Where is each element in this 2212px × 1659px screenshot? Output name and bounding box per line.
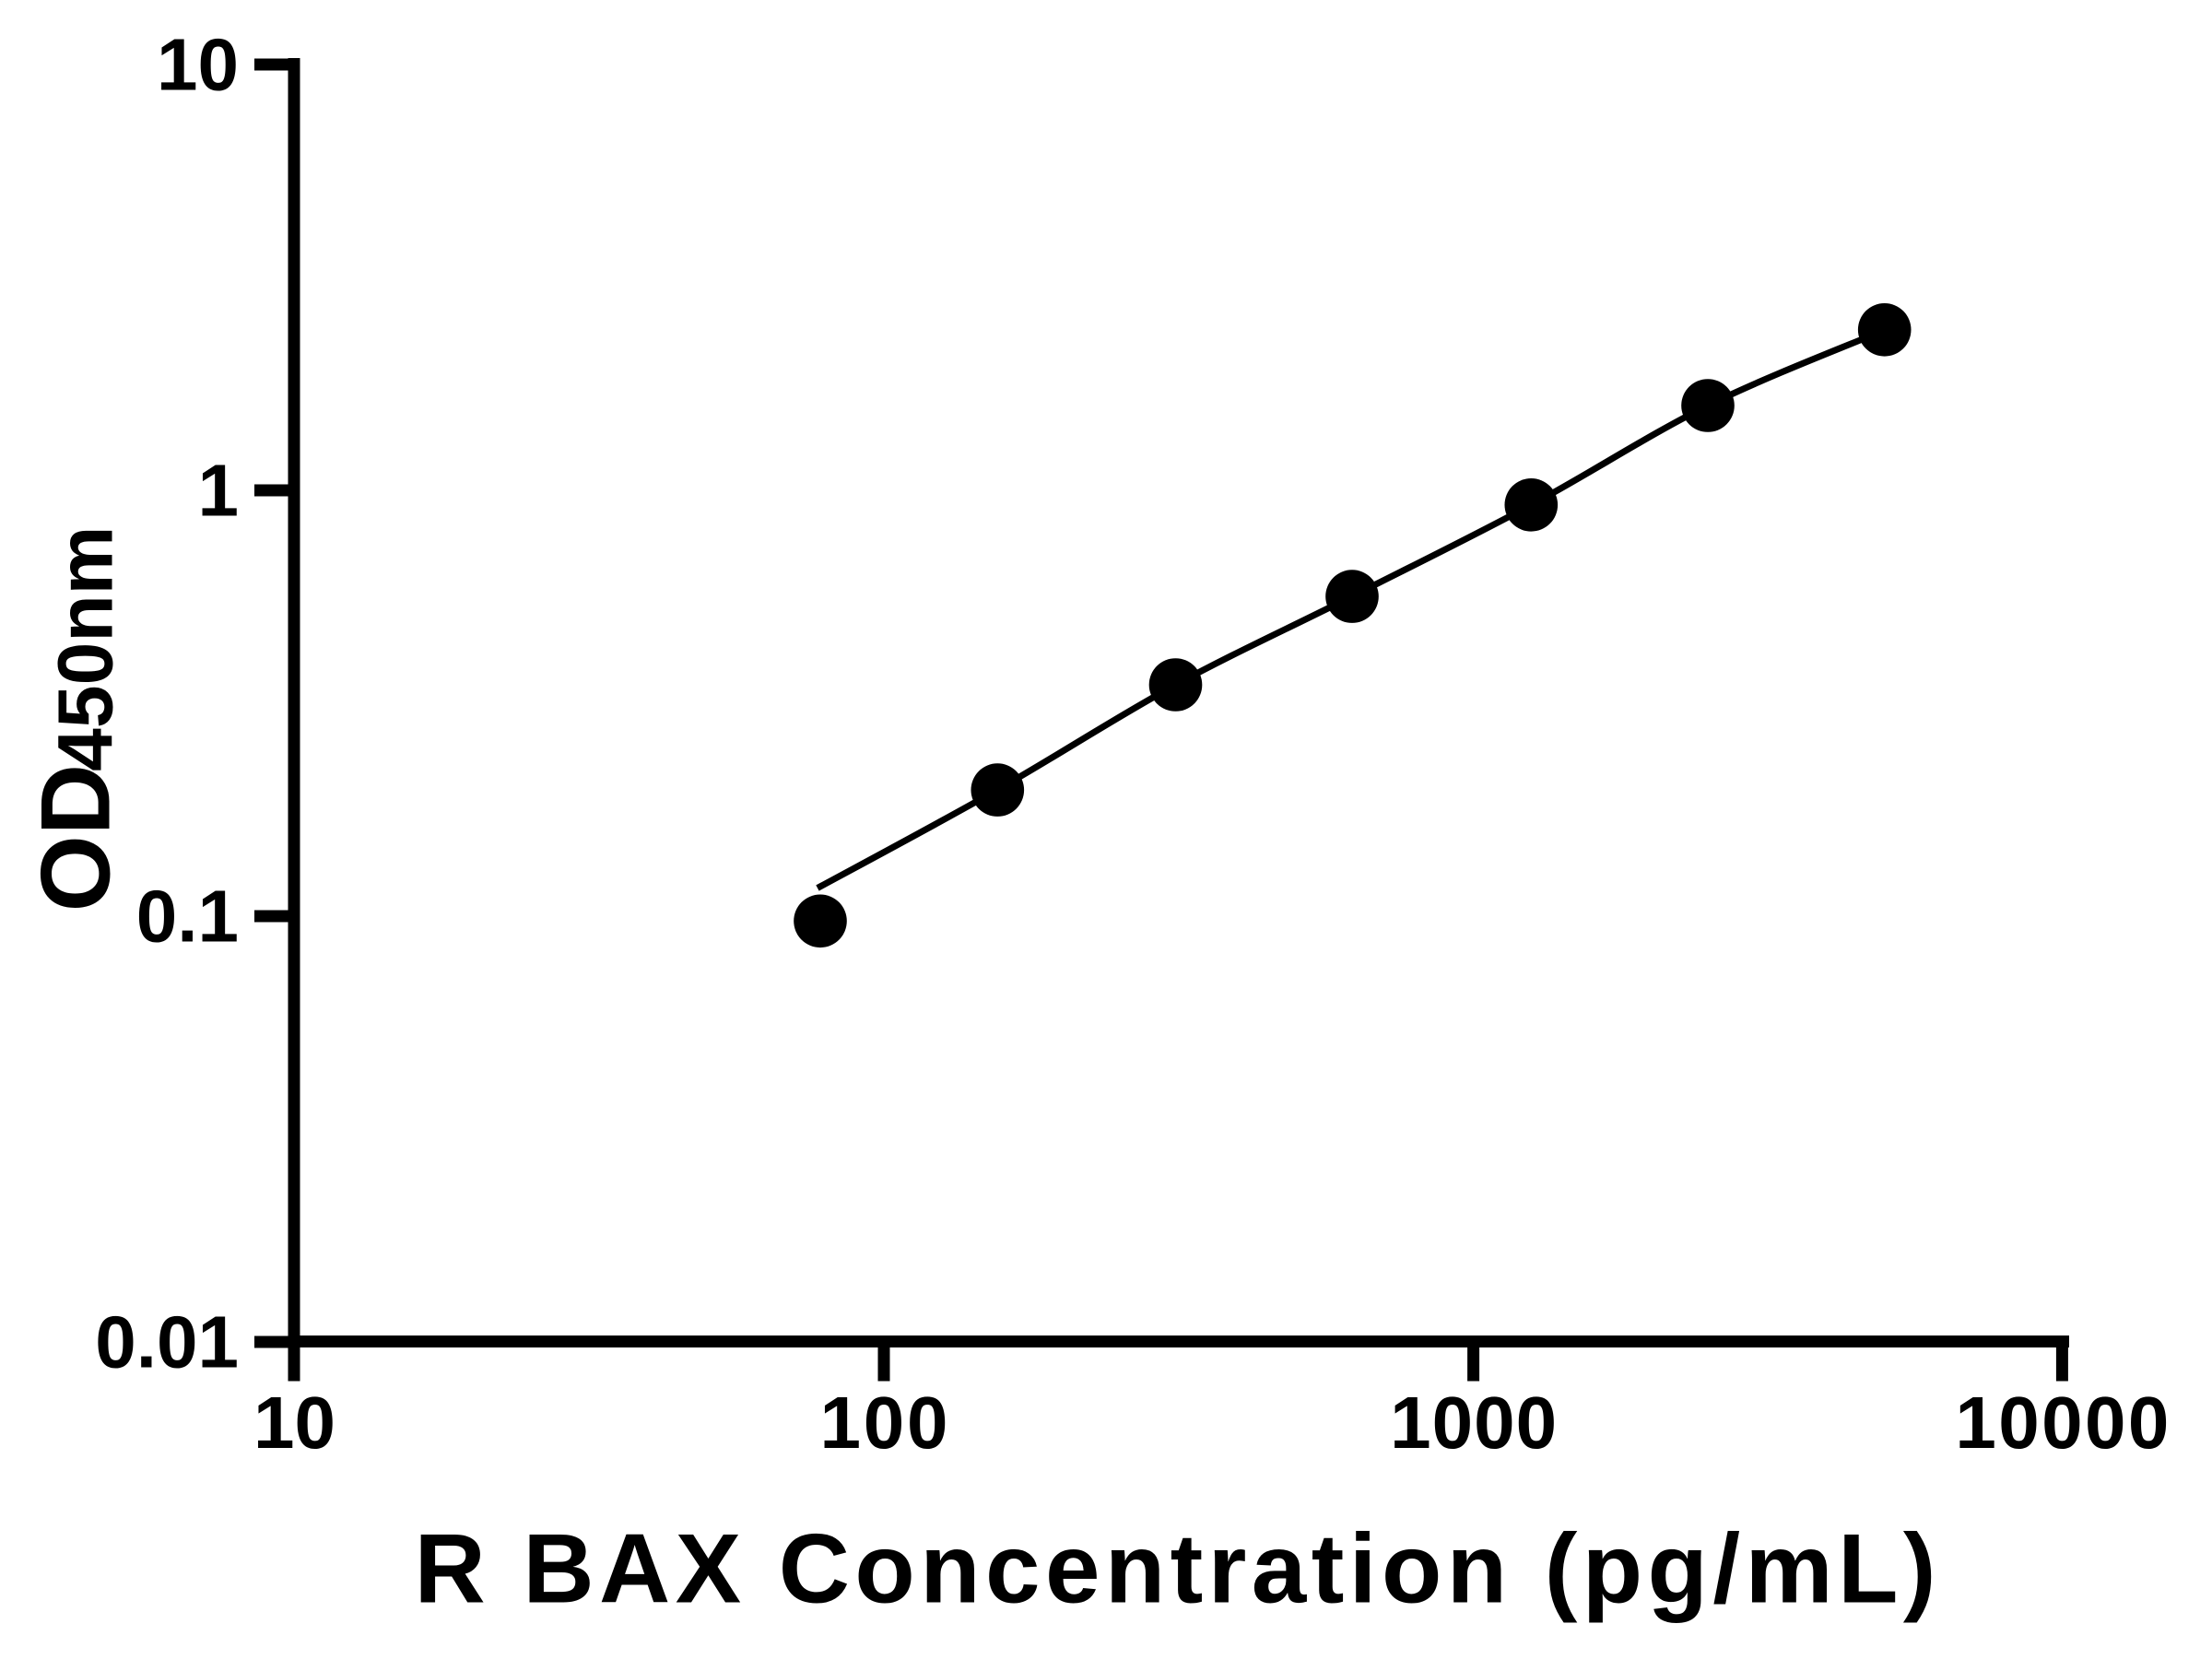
- svg-text:R BAX Concentration (pg/mL): R BAX Concentration (pg/mL): [415, 1513, 1936, 1624]
- svg-text:0.01: 0.01: [95, 1301, 239, 1383]
- svg-text:1000: 1000: [1390, 1382, 1557, 1464]
- svg-text:OD450nm: OD450nm: [20, 526, 131, 912]
- svg-text:10000: 10000: [1955, 1382, 2169, 1464]
- svg-text:10: 10: [157, 24, 239, 106]
- svg-text:1: 1: [198, 450, 240, 532]
- svg-text:0.1: 0.1: [136, 876, 239, 958]
- svg-text:100: 100: [820, 1382, 948, 1464]
- svg-text:10: 10: [253, 1382, 335, 1464]
